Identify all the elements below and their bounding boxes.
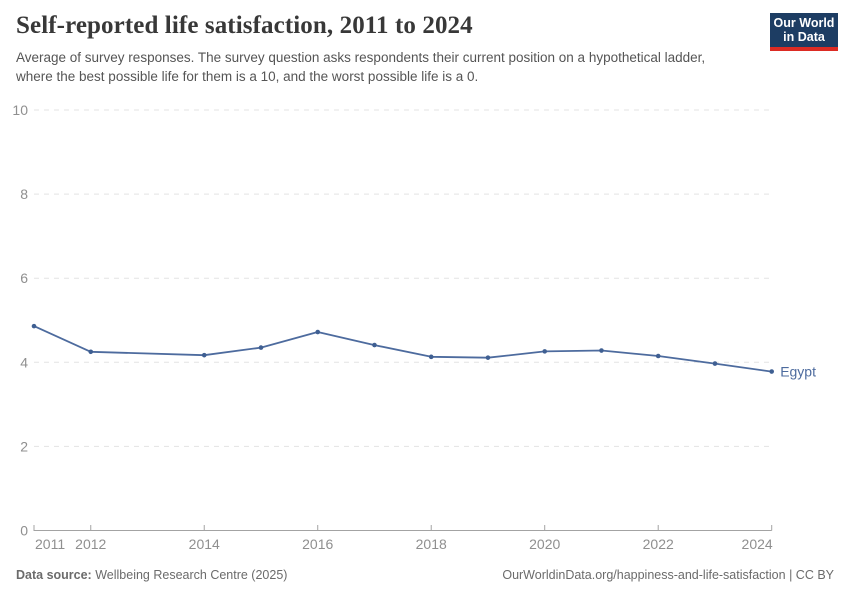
x-tick-label-2024: 2024 — [742, 536, 773, 552]
y-tick-label-0: 0 — [20, 523, 28, 539]
y-tick-label-4: 4 — [20, 354, 28, 370]
chart-subtitle: Average of survey responses. The survey … — [16, 50, 706, 84]
owid-logo-line2: in Data — [783, 30, 825, 45]
owid-logo[interactable]: Our World in Data — [770, 13, 838, 51]
y-tick-label-2: 2 — [20, 438, 28, 454]
chart-header: Self-reported life satisfaction, 2011 to… — [16, 12, 838, 87]
data-source-note: Data source: Wellbeing Research Centre (… — [16, 568, 287, 582]
x-tick-label-2012: 2012 — [75, 536, 106, 552]
x-tick-label-2020: 2020 — [529, 536, 560, 552]
data-point-egypt-2012[interactable] — [88, 349, 94, 355]
y-tick-label-10: 10 — [12, 102, 28, 118]
attribution-separator: | — [785, 568, 796, 582]
data-point-egypt-2019[interactable] — [485, 355, 491, 360]
x-tick-label-2011: 2011 — [35, 536, 65, 552]
data-source-label: Data source: — [16, 568, 92, 582]
data-point-egypt-2018[interactable] — [428, 354, 434, 360]
data-point-egypt-2020[interactable] — [542, 349, 548, 354]
data-point-egypt-2016[interactable] — [315, 329, 321, 335]
license-badge: CC BY — [795, 568, 834, 582]
x-tick-label-2018: 2018 — [416, 536, 447, 552]
data-point-egypt-2014[interactable] — [201, 352, 207, 358]
data-point-egypt-2022[interactable] — [655, 353, 661, 359]
egypt-line[interactable] — [33, 325, 773, 373]
y-tick-label-8: 8 — [20, 186, 28, 202]
x-tick-label-2016: 2016 — [302, 536, 333, 552]
y-tick-label-6: 6 — [20, 270, 28, 286]
chart-title: Self-reported life satisfaction, 2011 to… — [16, 12, 473, 39]
x-tick-label-2022: 2022 — [643, 536, 674, 552]
owid-logo-line1: Our World — [773, 16, 835, 30]
data-point-egypt-2021[interactable] — [599, 348, 604, 353]
data-point-egypt-2023[interactable] — [712, 361, 718, 366]
data-point-egypt-2024[interactable] — [769, 369, 774, 374]
data-source-value: Wellbeing Research Centre (2025) — [91, 568, 288, 582]
attribution-note: OurWorldinData.org/happiness-and-life-sa… — [502, 568, 834, 582]
chart-footer: Data source: Wellbeing Research Centre (… — [16, 568, 834, 582]
data-point-egypt-2017[interactable] — [372, 342, 377, 348]
series-label-egypt[interactable]: Egypt — [780, 363, 816, 379]
attribution-link[interactable]: OurWorldinData.org/happiness-and-life-sa… — [502, 568, 786, 582]
x-tick-label-2014: 2014 — [189, 536, 220, 552]
data-point-egypt-2011[interactable] — [31, 323, 37, 329]
data-point-egypt-2015[interactable] — [258, 345, 264, 350]
